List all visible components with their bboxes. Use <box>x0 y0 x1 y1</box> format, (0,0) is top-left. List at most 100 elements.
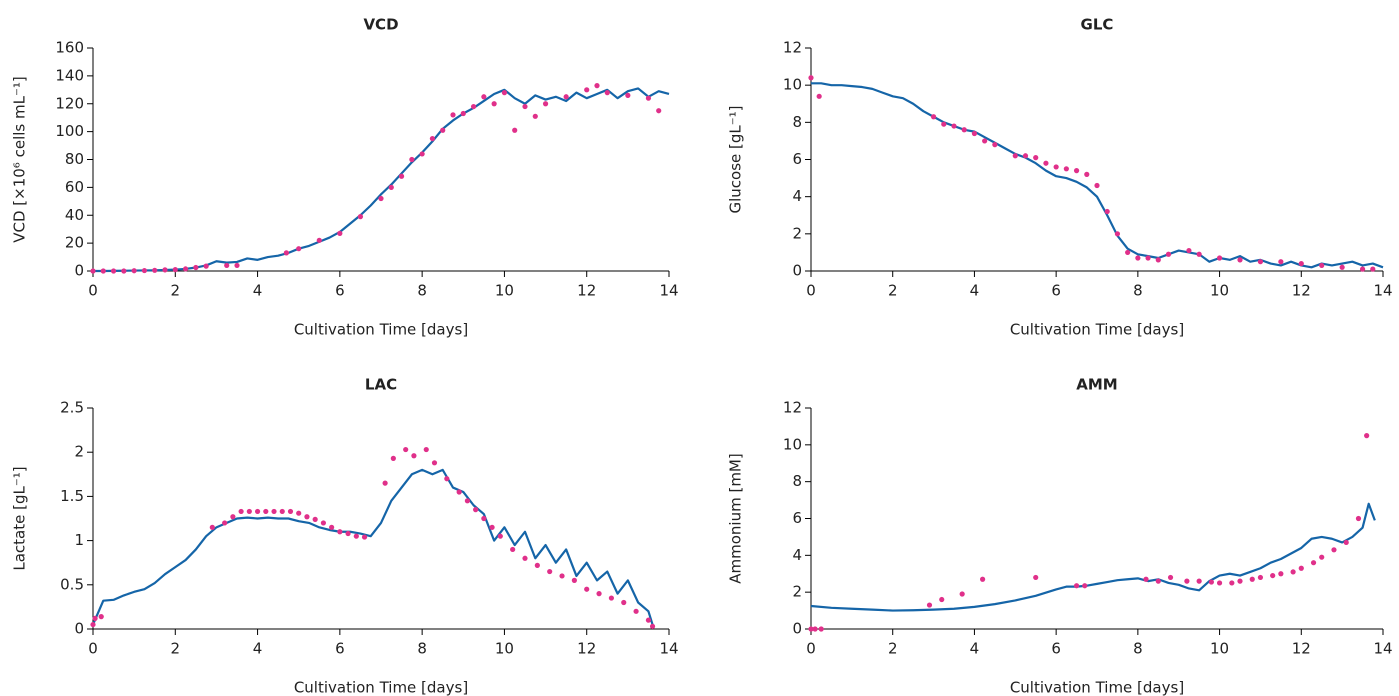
measurement-point <box>440 127 446 133</box>
measurement-point <box>959 591 965 597</box>
measurement-point <box>423 446 429 453</box>
y-tick-label: 10 <box>783 435 802 453</box>
x-tick-label: 12 <box>577 282 596 300</box>
measurement-point <box>238 508 244 515</box>
measurement-point <box>470 103 477 110</box>
x-tick-label: 4 <box>970 640 980 658</box>
measurement-point <box>403 446 409 453</box>
measurement-point <box>522 103 528 110</box>
measurement-point <box>456 489 462 495</box>
measurement-point <box>450 112 456 118</box>
measurement-point <box>254 508 261 515</box>
measurement-point <box>1298 260 1304 267</box>
measurement-point <box>547 568 553 575</box>
measurement-point <box>608 595 615 601</box>
measurement-point <box>429 135 436 142</box>
model-line <box>91 468 654 626</box>
measurement-point <box>411 453 417 459</box>
measurement-point <box>1012 153 1018 159</box>
measurement-point <box>1082 583 1088 589</box>
y-tick-label: 1 <box>74 531 84 549</box>
x-tick-label: 12 <box>1292 282 1311 300</box>
chart-title: AMM <box>1076 376 1117 394</box>
measurement-point <box>1331 547 1337 553</box>
measurement-point <box>388 184 394 190</box>
measurement-point <box>110 268 117 274</box>
subplot: AMM Cultivation Time [days] Ammonium [mM] 0… <box>727 376 1393 696</box>
measurement-point <box>1165 251 1172 257</box>
measurement-point <box>1278 571 1284 577</box>
x-tick-label: 14 <box>1373 640 1392 658</box>
measurement-point <box>353 533 359 539</box>
chart-title: VCD <box>363 16 398 34</box>
measurement-point <box>982 138 988 144</box>
measurement-point <box>1355 515 1362 522</box>
measurement-point <box>1033 155 1039 161</box>
measurement-point <box>1125 249 1131 256</box>
y-axis-label: Lactate [gL⁻¹] <box>11 466 29 570</box>
x-tick-label: 0 <box>88 282 98 300</box>
measurement-point <box>645 95 652 101</box>
model-line <box>811 82 1384 269</box>
measurement-point <box>1073 583 1080 589</box>
measurement-point <box>1196 578 1202 584</box>
x-axis-label: Cultivation Time [days] <box>294 679 468 696</box>
subplot: VCD Cultivation Time [days] VCD [×10⁶ cell… <box>11 16 679 339</box>
measurement-point <box>939 596 945 603</box>
y-tick-label: 140 <box>55 66 84 84</box>
measurement-point <box>337 529 343 535</box>
measurement-point <box>390 455 396 461</box>
measurement-point <box>182 266 189 272</box>
measurement-point <box>812 626 818 632</box>
measurement-point <box>131 268 137 274</box>
measurement-point <box>409 156 415 163</box>
y-tick-label: 0 <box>792 262 802 280</box>
measurement-point <box>481 94 487 100</box>
measurement-point <box>444 476 450 482</box>
measurement-point <box>1208 579 1214 585</box>
x-tick-label: 2 <box>888 282 898 300</box>
x-tick-label: 2 <box>171 282 181 300</box>
measurement-point <box>337 230 343 236</box>
x-tick-label: 8 <box>417 282 427 300</box>
measurement-point <box>100 268 106 274</box>
measurement-point <box>1186 247 1192 254</box>
measurement-point <box>625 92 631 98</box>
x-tick-label: 8 <box>417 640 427 658</box>
measurement-point <box>971 130 978 137</box>
x-tick-label: 8 <box>1133 282 1143 300</box>
measurement-point <box>816 93 822 99</box>
y-tick-label: 2 <box>74 443 84 461</box>
measurement-point <box>98 614 104 620</box>
measurement-point <box>1043 160 1049 166</box>
x-tick-label: 4 <box>253 640 263 658</box>
measurement-point <box>1033 574 1039 581</box>
measurement-point <box>464 498 470 504</box>
measurement-point <box>1216 255 1223 261</box>
x-tick-label: 12 <box>577 640 596 658</box>
measurement-point <box>460 110 466 117</box>
measurement-point <box>1249 576 1255 582</box>
measurement-point <box>992 142 998 148</box>
measurement-point <box>320 520 326 526</box>
measurement-point <box>559 573 565 579</box>
measurement-point <box>1155 578 1161 584</box>
measurement-point <box>633 608 639 614</box>
measurement-point <box>419 151 425 157</box>
measurement-point <box>951 123 957 129</box>
x-tick-label: 12 <box>1292 640 1311 658</box>
measurement-point <box>818 626 824 632</box>
y-axis-label: VCD [×10⁶ cells mL⁻¹] <box>11 76 29 243</box>
measurement-point <box>542 101 549 107</box>
measurement-point <box>501 90 508 96</box>
measurement-point <box>584 586 590 592</box>
x-tick-label: 4 <box>970 282 980 300</box>
x-tick-label: 8 <box>1133 640 1143 658</box>
chart-title: GLC <box>1081 16 1114 34</box>
measurement-point <box>1022 153 1029 159</box>
measurement-point <box>808 75 814 81</box>
measurement-point <box>1278 259 1284 265</box>
measurement-point <box>1339 264 1345 270</box>
measurement-point <box>563 94 569 100</box>
